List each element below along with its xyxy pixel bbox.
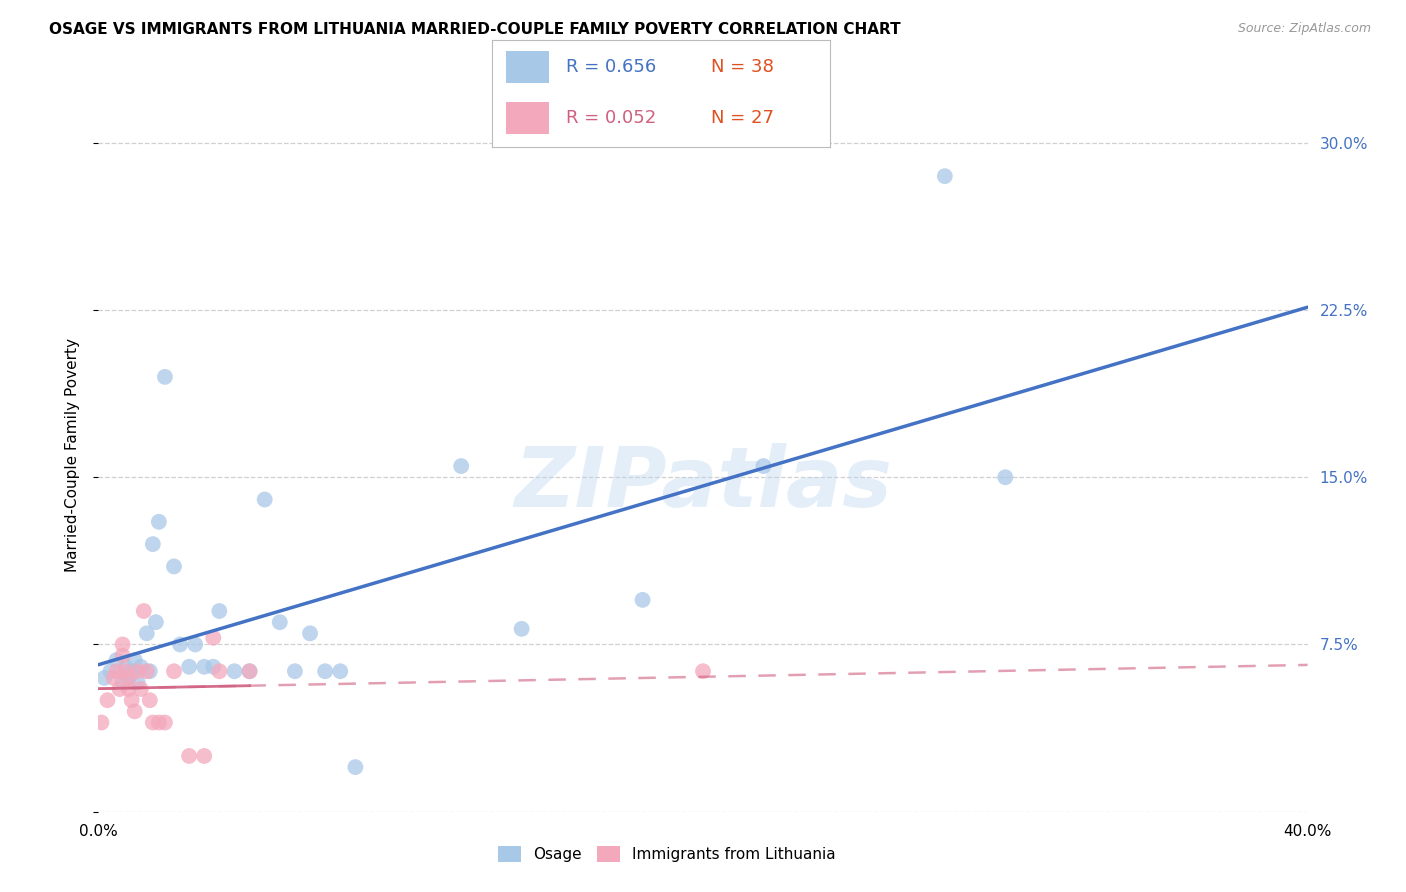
Point <box>124 705 146 719</box>
Point <box>121 664 143 678</box>
Point <box>139 693 162 707</box>
Text: N = 27: N = 27 <box>711 110 775 128</box>
Legend: Osage, Immigrants from Lithuania: Osage, Immigrants from Lithuania <box>492 840 842 868</box>
Point <box>269 615 291 630</box>
Point <box>193 660 215 674</box>
Point <box>124 653 146 667</box>
Point <box>153 369 176 384</box>
Point <box>224 664 246 678</box>
Point <box>184 637 207 651</box>
Point <box>510 622 533 636</box>
Point <box>105 653 128 667</box>
Point <box>153 715 176 730</box>
Point <box>179 660 201 674</box>
Text: R = 0.052: R = 0.052 <box>567 110 657 128</box>
Point <box>127 675 149 690</box>
Text: ZIPatlas: ZIPatlas <box>515 443 891 524</box>
Point <box>631 592 654 607</box>
Point <box>208 664 231 678</box>
Point <box>239 664 262 678</box>
Point <box>139 664 162 678</box>
Point <box>118 671 141 685</box>
Point <box>142 715 165 730</box>
Point <box>253 492 276 507</box>
Point <box>752 459 775 474</box>
Point <box>450 459 472 474</box>
Point <box>239 664 262 678</box>
Point <box>148 715 170 730</box>
Point <box>103 671 125 685</box>
Point <box>163 664 186 678</box>
Point <box>135 664 157 678</box>
Bar <box>506 103 550 135</box>
Point <box>129 660 152 674</box>
Point <box>111 675 134 690</box>
Y-axis label: Married-Couple Family Poverty: Married-Couple Family Poverty <box>65 338 80 572</box>
Point <box>100 664 122 678</box>
Point <box>114 664 136 678</box>
Point <box>994 470 1017 484</box>
Point <box>202 631 225 645</box>
Point <box>93 671 115 685</box>
Point <box>127 664 149 678</box>
Point <box>118 681 141 696</box>
Point <box>108 681 131 696</box>
Point <box>314 664 336 678</box>
Text: OSAGE VS IMMIGRANTS FROM LITHUANIA MARRIED-COUPLE FAMILY POVERTY CORRELATION CHA: OSAGE VS IMMIGRANTS FROM LITHUANIA MARRI… <box>49 22 901 37</box>
Point <box>344 760 367 774</box>
Point <box>163 559 186 574</box>
Point <box>169 637 191 651</box>
Point <box>934 169 956 184</box>
Point <box>179 749 201 764</box>
Point <box>96 693 118 707</box>
Point <box>118 671 141 685</box>
Point <box>692 664 714 678</box>
Bar <box>506 51 550 83</box>
Point <box>299 626 322 640</box>
Point <box>145 615 167 630</box>
Point <box>132 604 155 618</box>
Point <box>208 604 231 618</box>
Point <box>121 693 143 707</box>
Point <box>148 515 170 529</box>
Point <box>329 664 352 678</box>
Text: Source: ZipAtlas.com: Source: ZipAtlas.com <box>1237 22 1371 36</box>
Text: N = 38: N = 38 <box>711 58 775 76</box>
Text: R = 0.656: R = 0.656 <box>567 58 657 76</box>
Point <box>135 626 157 640</box>
Point <box>202 660 225 674</box>
Point <box>284 664 307 678</box>
Point <box>111 648 134 663</box>
Point <box>105 664 128 678</box>
Point <box>114 660 136 674</box>
Point <box>193 749 215 764</box>
Point <box>90 715 112 730</box>
Point <box>129 681 152 696</box>
Point <box>111 637 134 651</box>
Point <box>142 537 165 551</box>
